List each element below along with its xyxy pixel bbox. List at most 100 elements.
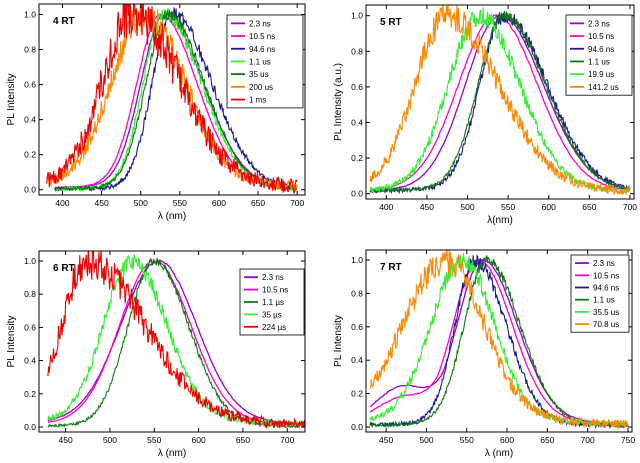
legend-label: 94.6 ns — [249, 45, 275, 54]
x-tick-label: 650 — [251, 198, 265, 208]
legend-label: 200 us — [249, 83, 273, 92]
legend-label: 10.5 ns — [249, 32, 275, 41]
legend-label: 94.6 ns — [588, 45, 614, 54]
y-tick-label: 0.0 — [351, 189, 363, 199]
plot-frame — [38, 250, 306, 433]
x-tick-label: 700 — [280, 435, 294, 445]
x-tick-label: 700 — [290, 198, 304, 208]
series-line-70-8-us — [369, 250, 629, 430]
y-tick-label: 0.2 — [24, 389, 36, 399]
y-tick-label: 1.0 — [24, 256, 36, 266]
legend-label: 1 ms — [249, 96, 266, 105]
series-line-1-1-us — [369, 10, 631, 194]
y-tick-label: 0.6 — [351, 82, 363, 92]
x-tick-label: 550 — [147, 435, 161, 445]
y-axis-label: PL Intensity — [333, 315, 344, 367]
legend-label: 1.1 µs — [262, 298, 284, 307]
x-axis-label: λ (nm) — [485, 448, 513, 459]
legend-label: 35.5 us — [593, 308, 619, 317]
x-tick-label: 550 — [460, 435, 474, 445]
x-tick-label: 700 — [581, 435, 595, 445]
legend-label: 94.6 ns — [593, 284, 619, 293]
legend-label: 1.1 us — [593, 296, 615, 305]
y-tick-label: 0.8 — [24, 45, 36, 55]
x-tick-label: 450 — [420, 202, 434, 212]
chart-panel: 450 500 550 600 650 700 0.0 0.2 0.4 0.6 0.8 1.0 λ (n… — [6, 250, 306, 459]
y-tick-label: 0.6 — [351, 322, 363, 332]
x-axis-label: λ (nm) — [158, 448, 186, 459]
series-line-224-s — [47, 251, 305, 430]
legend: 2.3 ns 10.5 ns 94.6 ns 1.1 us 35 us 200 us 1 m… — [226, 14, 304, 109]
chart-panel: 400 450 500 550 600 650 700 0.0 0.2 0.4 0.6 0.8 1.0 λ… — [6, 3, 306, 222]
legend-label: 2.3 ns — [593, 259, 615, 268]
series-group — [369, 5, 631, 196]
y-tick-label: 0.0 — [24, 185, 36, 195]
x-tick-label: 400 — [55, 198, 69, 208]
panel-label: 7 RT — [380, 262, 402, 273]
series-group — [46, 4, 298, 194]
x-tick-label: 600 — [500, 435, 514, 445]
series-line-19-9-us — [369, 7, 631, 195]
y-tick-label: 0.8 — [351, 46, 363, 56]
y-tick-label: 0.2 — [351, 153, 363, 163]
legend-label: 141.2 us — [588, 83, 619, 92]
x-axis-label: λ (nm) — [158, 211, 186, 222]
legend-label: 1.1 us — [588, 57, 610, 66]
series-line-35-s — [47, 254, 305, 427]
y-axis-label: PL Intensity — [6, 316, 17, 368]
x-tick-label: 450 — [94, 198, 108, 208]
y-tick-label: 0.6 — [24, 80, 36, 90]
x-tick-label: 450 — [59, 435, 73, 445]
x-tick-label: 600 — [192, 435, 206, 445]
x-tick-label: 600 — [542, 202, 556, 212]
y-tick-label: 1.0 — [351, 255, 363, 265]
plot-frame — [38, 3, 306, 196]
y-tick-label: 0.4 — [24, 115, 36, 125]
legend-label: 70.8 us — [593, 320, 619, 329]
legend-label: 2.3 ns — [588, 19, 610, 28]
x-tick-label: 700 — [623, 202, 637, 212]
x-tick-label: 400 — [379, 202, 393, 212]
x-tick-label: 500 — [419, 435, 433, 445]
legend: 2.3 ns 10.5 ns 94.6 ns 1.1 us 35.5 us 70.8 us — [570, 254, 630, 333]
legend-label: 224 µs — [262, 323, 286, 332]
x-tick-label: 550 — [501, 202, 515, 212]
y-tick-label: 0.2 — [24, 150, 36, 160]
series-line-1-ms — [46, 4, 298, 194]
panel-label: 5 RT — [380, 17, 402, 28]
y-tick-label: 0.0 — [351, 422, 363, 432]
plot-frame — [365, 249, 633, 433]
legend-label: 10.5 ns — [593, 271, 619, 280]
y-tick-label: 0.8 — [24, 289, 36, 299]
y-tick-label: 0.4 — [24, 356, 36, 366]
legend-label: 1.1 us — [249, 57, 271, 66]
y-tick-label: 1.0 — [24, 10, 36, 20]
x-tick-label: 500 — [460, 202, 474, 212]
x-tick-label: 450 — [379, 435, 393, 445]
legend-box — [565, 14, 633, 96]
y-tick-label: 0.4 — [351, 355, 363, 365]
x-tick-label: 750 — [621, 435, 635, 445]
x-tick-label: 550 — [173, 198, 187, 208]
legend-label: 35 us — [249, 70, 269, 79]
chart-panel: 450 500 550 600 650 700 750 0.0 0.2 0.4 0.6 0.8 1.0 λ… — [333, 249, 635, 459]
legend-label: 19.9 us — [588, 70, 614, 79]
y-tick-label: 0.4 — [351, 117, 363, 127]
series-line-141-2-us — [369, 5, 631, 196]
y-tick-label: 0.6 — [24, 322, 36, 332]
legend-box — [570, 254, 630, 333]
legend-label: 2.3 ns — [262, 273, 284, 282]
x-tick-label: 650 — [540, 435, 554, 445]
y-tick-label: 0.2 — [351, 389, 363, 399]
x-axis-label: λ(nm) — [487, 215, 513, 226]
legend: 2.3 ns 10.5 ns 94.6 ns 1.1 us 19.9 us 141.2 u… — [565, 14, 633, 96]
x-tick-label: 500 — [134, 198, 148, 208]
x-tick-label: 650 — [236, 435, 250, 445]
series-group — [47, 251, 305, 430]
panel-label: 6 RT — [53, 263, 75, 274]
chart-panel: 400 450 500 550 600 650 700 0.0 0.2 0.4 0.6 0.8 1.0 λ… — [333, 4, 637, 226]
series-line-1-1-s — [47, 257, 305, 429]
x-tick-label: 650 — [582, 202, 596, 212]
x-tick-label: 600 — [212, 198, 226, 208]
